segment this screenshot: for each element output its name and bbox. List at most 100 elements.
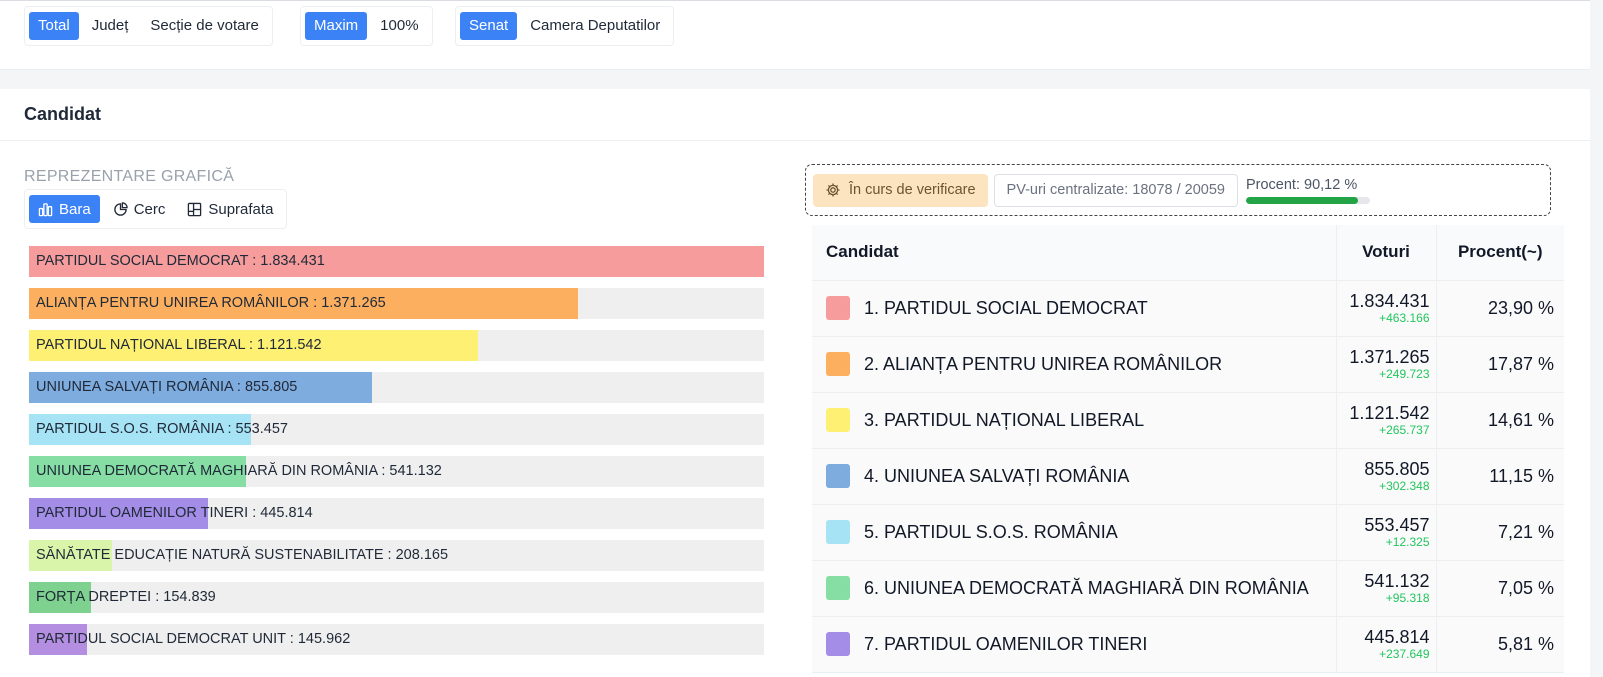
tab-suprafata[interactable]: Suprafata <box>178 195 282 223</box>
candidate-name-wrap: 6. UNIUNEA DEMOCRATĂ MAGHIARĂ DIN ROMÂNI… <box>826 576 1336 600</box>
mode-option-100[interactable]: 100% <box>380 17 419 34</box>
bar-fill <box>29 288 579 319</box>
bar-row[interactable]: SĂNĂTATE EDUCAȚIE NATURĂ SUSTENABILITATE… <box>29 540 764 571</box>
verification-badge: În curs de verificare <box>813 173 988 207</box>
candidate-name: 4. UNIUNEA SALVAȚI ROMÂNIA <box>864 465 1130 486</box>
bar-row[interactable]: UNIUNEA DEMOCRATĂ MAGHIARĂ DIN ROMÂNIA :… <box>29 456 764 487</box>
votes-value: 1.834.431 <box>1349 291 1430 311</box>
bar-label: FORȚA DREPTEI : 154.839 <box>36 589 216 605</box>
cell-votes: 445.814 +237.649 <box>1335 616 1436 673</box>
votes-value: 855.805 <box>1364 459 1430 479</box>
votes-diff: +12.325 <box>1385 535 1430 549</box>
percent-track <box>1245 196 1370 204</box>
candidate-name: 2. ALIANȚA PENTRU UNIREA ROMÂNILOR <box>864 353 1223 374</box>
chamber-option-deputati[interactable]: Camera Deputatilor <box>530 17 661 34</box>
candidate-name-wrap: 4. UNIUNEA SALVAȚI ROMÂNIA <box>826 464 1336 488</box>
cell-candidate: 2. ALIANȚA PENTRU UNIREA ROMÂNILOR <box>812 336 1336 393</box>
verification-text: În curs de verificare <box>849 182 976 198</box>
table-row[interactable]: 2. ALIANȚA PENTRU UNIREA ROMÂNILOR 1.371.… <box>812 336 1564 393</box>
bar-fill <box>29 246 764 277</box>
mode-filter: Maxim 100% <box>300 6 433 46</box>
percent-fill <box>1245 196 1358 204</box>
party-color-swatch <box>826 576 850 600</box>
tab-suprafata-label: Suprafata <box>208 200 274 218</box>
table-row[interactable]: 1. PARTIDUL SOCIAL DEMOCRAT 1.834.431 +463… <box>812 280 1564 337</box>
scope-filter: Total Județ Secție de votare <box>24 6 273 46</box>
table-row[interactable]: 3. PARTIDUL NAȚIONAL LIBERAL 1.121.542 +26… <box>812 392 1564 449</box>
candidate-name: 3. PARTIDUL NAȚIONAL LIBERAL <box>864 409 1145 430</box>
votes-value: 541.132 <box>1364 571 1430 591</box>
candidate-name: 7. PARTIDUL OAMENILOR TINERI <box>864 633 1148 654</box>
scope-option-judet[interactable]: Județ <box>91 17 129 34</box>
cell-percent: 17,87 % <box>1435 336 1564 393</box>
status-strip: În curs de verificare PV-uri centralizat… <box>805 164 1551 216</box>
bar-row[interactable]: PARTIDUL S.O.S. ROMÂNIA : 553.457 <box>29 414 764 445</box>
pie-chart-icon <box>113 201 128 216</box>
viz-section-label: REPREZENTARE GRAFICĂ <box>24 168 235 185</box>
table-row[interactable]: 5. PARTIDUL S.O.S. ROMÂNIA 553.457 +12.325… <box>812 504 1564 561</box>
bar-fill <box>29 372 372 403</box>
table-row[interactable]: 4. UNIUNEA SALVAȚI ROMÂNIA 855.805 +302.34… <box>812 448 1564 505</box>
bar-label: ALIANȚA PENTRU UNIREA ROMÂNILOR : 1.371.… <box>36 295 386 311</box>
table-row[interactable]: 6. UNIUNEA DEMOCRATĂ MAGHIARĂ DIN ROMÂNI… <box>812 560 1564 617</box>
gear-icon <box>826 183 840 197</box>
header-percent[interactable]: Procent(~) <box>1435 225 1564 281</box>
bar-row[interactable]: PARTIDUL SOCIAL DEMOCRAT UNIT : 145.962 <box>29 624 764 655</box>
mode-option-maxim[interactable]: Maxim <box>305 12 368 40</box>
candidate-name-wrap: 1. PARTIDUL SOCIAL DEMOCRAT <box>826 296 1336 320</box>
bar-fill <box>29 498 208 529</box>
cell-candidate: 4. UNIUNEA SALVAȚI ROMÂNIA <box>812 448 1336 505</box>
percent-progress: Procent: 90,12 % <box>1245 177 1370 204</box>
bar-row[interactable]: UNIUNEA SALVAȚI ROMÂNIA : 855.805 <box>29 372 764 403</box>
filter-bar: Total Județ Secție de votare Maxim 100% … <box>0 0 1590 70</box>
bar-row[interactable]: PARTIDUL SOCIAL DEMOCRAT : 1.834.431 <box>29 246 764 277</box>
cell-votes: 855.805 +302.348 <box>1335 448 1436 505</box>
bar-fill <box>29 624 88 655</box>
scope-option-sectie[interactable]: Secție de votare <box>150 17 259 34</box>
candidate-name: 6. UNIUNEA DEMOCRATĂ MAGHIARĂ DIN ROMÂNI… <box>864 577 1309 598</box>
bar-chart-icon <box>38 202 53 216</box>
scope-option-total[interactable]: Total <box>29 12 79 40</box>
party-color-swatch <box>826 296 850 320</box>
bar-chart: PARTIDUL SOCIAL DEMOCRAT : 1.834.431 ALIA… <box>29 246 764 666</box>
chamber-filter: Senat Camera Deputatilor <box>455 6 675 46</box>
party-color-swatch <box>826 464 850 488</box>
votes-value: 553.457 <box>1364 515 1430 535</box>
header-votes[interactable]: Voturi <box>1335 225 1436 281</box>
tab-bar-label: Bara <box>59 200 91 218</box>
votes-diff: +265.737 <box>1379 423 1430 437</box>
bar-label: PARTIDUL OAMENILOR TINERI : 445.814 <box>36 505 313 521</box>
candidate-name-wrap: 2. ALIANȚA PENTRU UNIREA ROMÂNILOR <box>826 352 1336 376</box>
party-color-swatch <box>826 520 850 544</box>
bar-fill <box>29 582 92 613</box>
cell-percent: 14,61 % <box>1435 392 1564 449</box>
bar-label: PARTIDUL S.O.S. ROMÂNIA : 553.457 <box>36 421 288 437</box>
cell-percent: 7,05 % <box>1435 560 1564 617</box>
tab-cerc-label: Cerc <box>133 200 166 218</box>
cell-percent: 11,15 % <box>1435 448 1564 505</box>
votes-diff: +95.318 <box>1385 591 1430 605</box>
tab-bar[interactable]: Bara <box>29 195 100 223</box>
chamber-option-senat[interactable]: Senat <box>460 12 518 40</box>
cell-votes: 1.834.431 +463.166 <box>1335 280 1436 337</box>
votes-diff: +249.723 <box>1379 367 1430 381</box>
bar-fill <box>29 456 246 487</box>
candidate-name: 5. PARTIDUL S.O.S. ROMÂNIA <box>864 521 1118 542</box>
cell-candidate: 7. PARTIDUL OAMENILOR TINERI <box>812 616 1336 673</box>
tab-cerc[interactable]: Cerc <box>104 195 175 223</box>
cell-votes: 1.121.542 +265.737 <box>1335 392 1436 449</box>
bar-fill <box>29 330 479 361</box>
votes-diff: +302.348 <box>1379 479 1430 493</box>
cell-candidate: 5. PARTIDUL S.O.S. ROMÂNIA <box>812 504 1336 561</box>
bar-label: UNIUNEA DEMOCRATĂ MAGHIARĂ DIN ROMÂNIA :… <box>36 463 442 479</box>
bar-label: PARTIDUL NAȚIONAL LIBERAL : 1.121.542 <box>36 337 322 353</box>
header-candidate[interactable]: Candidat <box>812 225 1336 281</box>
bar-row[interactable]: ALIANȚA PENTRU UNIREA ROMÂNILOR : 1.371.… <box>29 288 764 319</box>
table-row[interactable]: 7. PARTIDUL OAMENILOR TINERI 445.814 +237.… <box>812 616 1564 673</box>
treemap-icon <box>188 202 202 216</box>
party-color-swatch <box>826 632 850 656</box>
bar-row[interactable]: PARTIDUL NAȚIONAL LIBERAL : 1.121.542 <box>29 330 764 361</box>
bar-row[interactable]: FORȚA DREPTEI : 154.839 <box>29 582 764 613</box>
bar-row[interactable]: PARTIDUL OAMENILOR TINERI : 445.814 <box>29 498 764 529</box>
bar-label: PARTIDUL SOCIAL DEMOCRAT UNIT : 145.962 <box>36 631 351 647</box>
